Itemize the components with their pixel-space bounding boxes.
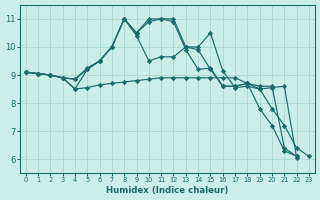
X-axis label: Humidex (Indice chaleur): Humidex (Indice chaleur) [106, 186, 228, 195]
